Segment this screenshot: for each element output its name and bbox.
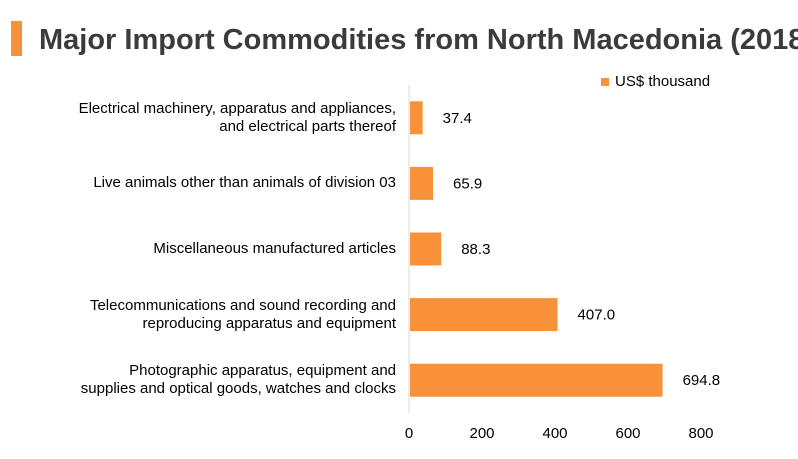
data-label: 407.0 — [578, 307, 616, 324]
x-tick-label: 800 — [688, 425, 713, 442]
data-label: 88.3 — [461, 241, 490, 258]
x-tick-label: 600 — [615, 425, 640, 442]
bar — [410, 232, 442, 266]
chart-legend: US$ thousand — [601, 73, 710, 90]
category-label: Photographic apparatus, equipment and sup… — [80, 362, 396, 398]
bar — [410, 298, 558, 332]
data-label: 65.9 — [453, 175, 482, 192]
category-label: Miscellaneous manufactured articles — [153, 240, 396, 257]
category-label: Electrical machinery, apparatus and appl… — [78, 99, 396, 135]
title-accent-bar — [11, 21, 22, 56]
bar — [410, 101, 423, 135]
category-label: Live animals other than animals of divis… — [93, 174, 396, 192]
data-label: 694.8 — [683, 372, 721, 389]
page-title: Major Import Commodities from North Mace… — [39, 24, 798, 56]
data-label: 37.4 — [443, 110, 472, 127]
legend-swatch — [601, 77, 609, 86]
bar — [410, 166, 434, 200]
x-tick-label: 200 — [469, 425, 494, 442]
x-tick-label: 400 — [542, 425, 567, 442]
legend-label: US$ thousand — [615, 73, 711, 90]
x-tick-label: 0 — [405, 425, 413, 442]
bar — [410, 363, 663, 397]
category-label: Telecommunications and sound recording a… — [89, 296, 396, 332]
